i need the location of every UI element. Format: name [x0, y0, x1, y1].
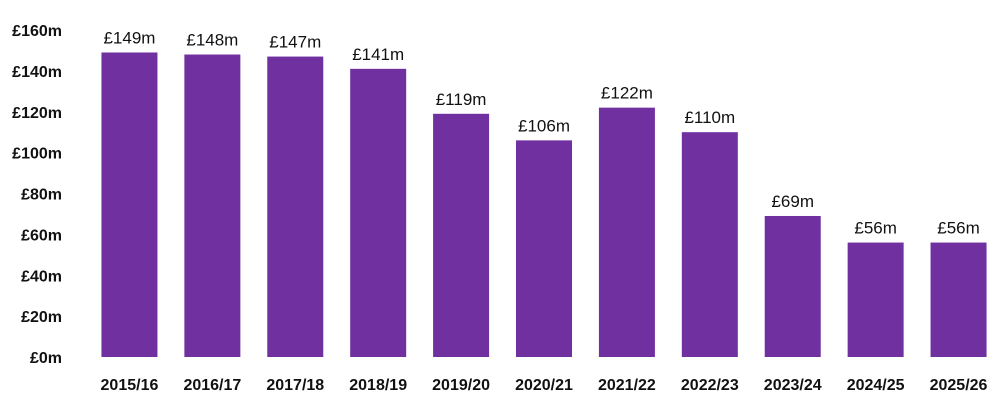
x-tick-label: 2015/16 — [101, 377, 159, 394]
bar-2022-23 — [681, 132, 738, 357]
bar-2016-17 — [184, 54, 241, 358]
x-tick-label: 2017/18 — [266, 377, 324, 394]
y-tick-label: £160m — [12, 23, 62, 40]
x-tick-label: 2016/17 — [183, 377, 241, 394]
bar-2021-22 — [598, 107, 655, 357]
bar-2024-25 — [847, 242, 904, 357]
bar-2015-16 — [101, 52, 158, 357]
x-tick-label: 2025/26 — [930, 377, 988, 394]
x-tick-label: 2023/24 — [764, 377, 822, 394]
bar-2017-18 — [267, 56, 324, 357]
bar-2020-21 — [516, 140, 572, 357]
data-label: £149m — [103, 28, 155, 47]
data-label: £110m — [684, 108, 735, 127]
data-label: £148m — [186, 31, 238, 50]
bar-series — [101, 52, 987, 358]
y-tick-label: £20m — [21, 309, 62, 326]
y-tick-label: £40m — [21, 268, 62, 285]
x-tick-label: 2020/21 — [515, 377, 573, 394]
data-label: £69m — [771, 192, 814, 211]
y-tick-label: £60m — [21, 227, 62, 244]
data-label: £56m — [854, 219, 897, 238]
x-tick-label: 2024/25 — [847, 377, 905, 394]
data-label: £119m — [436, 90, 487, 109]
y-tick-label: £100m — [12, 146, 62, 163]
y-tick-label: £0m — [30, 350, 62, 367]
data-label: £147m — [269, 33, 321, 52]
data-label: £106m — [518, 116, 570, 135]
bar-2025-26 — [930, 242, 987, 357]
data-labels: £149m £148m £147m £141m £119m £106m £122m £110m… — [103, 28, 979, 237]
data-label: £122m — [601, 84, 653, 103]
x-axis-tick-labels: 2015/16 2016/17 2017/18 2018/19 2019/20 2020/… — [101, 377, 988, 394]
x-tick-label: 2022/23 — [681, 377, 739, 394]
y-axis-tick-labels: £0m £20m £40m £60m £80m £100m £120m £140m £160m — [12, 23, 62, 367]
y-tick-label: £140m — [12, 64, 62, 81]
bar-2019-20 — [433, 113, 490, 357]
bar-2018-19 — [350, 68, 407, 358]
x-tick-label: 2019/20 — [432, 377, 490, 394]
y-tick-label: £80m — [21, 187, 62, 204]
data-label: £56m — [937, 219, 980, 238]
bar-2023-24 — [764, 215, 821, 357]
x-tick-label: 2018/19 — [349, 377, 407, 394]
data-label: £141m — [352, 45, 404, 64]
y-tick-label: £120m — [12, 105, 62, 122]
x-tick-label: 2021/22 — [598, 377, 656, 394]
